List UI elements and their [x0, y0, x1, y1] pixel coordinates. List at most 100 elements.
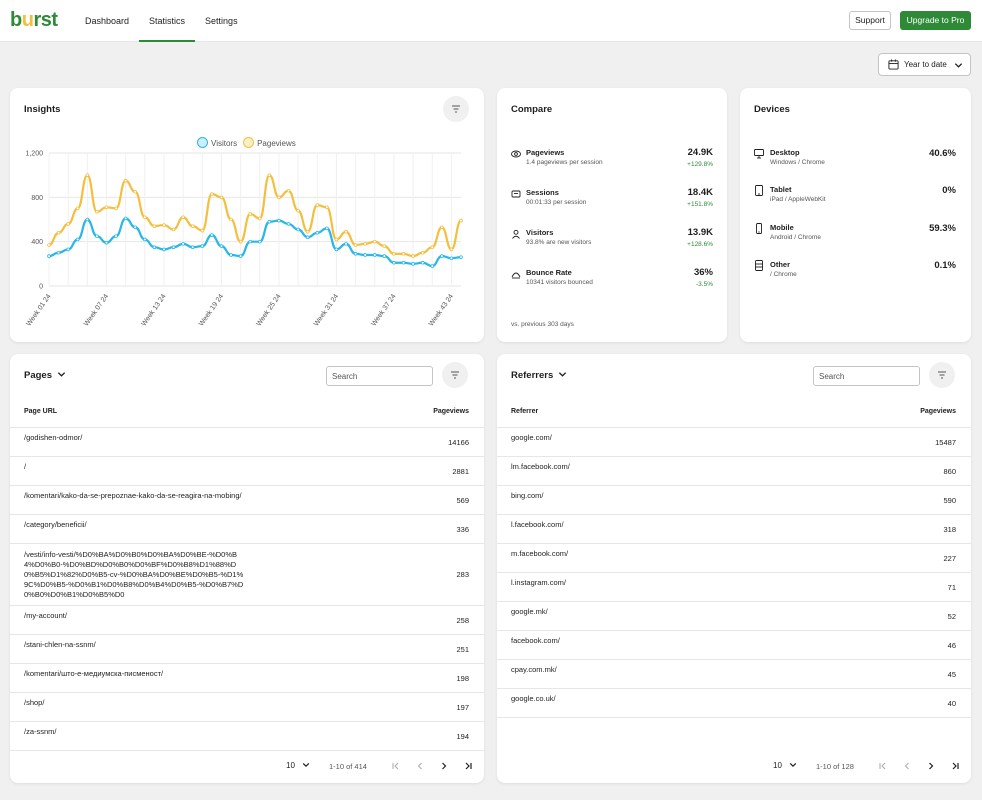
nav-statistics[interactable]: Statistics: [139, 0, 196, 42]
nav-settings[interactable]: Settings: [205, 16, 238, 26]
per-page-select[interactable]: 10: [286, 761, 310, 770]
row-url[interactable]: facebook.com/: [511, 636, 560, 645]
x-tick-label: Week 31 24: [313, 293, 340, 328]
data-point-visitors: [238, 254, 243, 258]
table-row[interactable]: google.mk/52: [497, 602, 971, 631]
nav-dashboard[interactable]: Dashboard: [85, 16, 130, 26]
next-page-icon[interactable]: [439, 761, 449, 771]
table-row[interactable]: l.instagram.com/71: [497, 573, 971, 602]
data-point-pageviews: [411, 254, 415, 258]
pages-search-input[interactable]: [326, 366, 433, 386]
data-point-pageviews: [248, 212, 253, 216]
device-value: 0.1%: [934, 260, 956, 271]
table-row[interactable]: bing.com/590: [497, 486, 971, 515]
compare-row: Visitors 93.8% are new visitors 13.9K +128.…: [511, 227, 713, 257]
row-url[interactable]: lm.facebook.com/: [511, 462, 570, 471]
pages-title[interactable]: Pages: [24, 370, 66, 381]
data-point-visitors: [440, 254, 444, 258]
last-page-icon[interactable]: [950, 761, 960, 771]
sessions-icon: [511, 190, 521, 198]
row-url[interactable]: /za-ssnm/: [24, 727, 57, 736]
table-row[interactable]: /vesti/info-vesti/%D0%BA%D0%B0%D0%BA%D0%…: [10, 544, 484, 606]
table-row[interactable]: /komentari/што-е-медиумска-писменост/198: [10, 664, 484, 693]
prev-page-icon[interactable]: [902, 761, 912, 771]
table-row[interactable]: /godishen-odmor/14166: [10, 428, 484, 457]
data-point-pageviews: [401, 252, 406, 256]
row-url[interactable]: cpay.com.mk/: [511, 665, 557, 674]
insights-card: Insights Visitors Pageviews 0 400 800 1,200…: [10, 88, 484, 342]
data-point-visitors: [229, 253, 233, 257]
last-page-icon[interactable]: [463, 761, 473, 771]
row-url[interactable]: /category/beneficii/: [24, 520, 87, 529]
data-point-visitors: [181, 242, 185, 246]
row-pageviews: 227: [943, 554, 956, 563]
data-point-pageviews: [190, 224, 195, 228]
row-url[interactable]: /komentari/kako-da-se-prepoznae-kako-da-…: [24, 491, 242, 500]
pager-range: 1-10 of 128: [816, 762, 854, 771]
row-url[interactable]: /stani-chlen-na-ssnm/: [24, 640, 96, 649]
table-row[interactable]: cpay.com.mk/45: [497, 660, 971, 689]
referrers-title[interactable]: Referrers: [511, 370, 567, 381]
table-row[interactable]: /my-account/258: [10, 606, 484, 635]
data-point-visitors: [190, 245, 195, 250]
next-page-icon[interactable]: [926, 761, 936, 771]
row-url[interactable]: l.instagram.com/: [511, 578, 567, 587]
referrers-search-input[interactable]: [813, 366, 920, 386]
device-row: Tablet iPad / AppleWebKit 0%: [754, 184, 956, 214]
upgrade-button[interactable]: Upgrade to Pro: [900, 11, 971, 30]
legend-pageviews[interactable]: Pageviews: [243, 137, 296, 148]
table-row[interactable]: lm.facebook.com/860: [497, 457, 971, 486]
col-pageviews[interactable]: Pageviews: [433, 408, 469, 415]
row-url[interactable]: /vesti/info-vesti/%D0%BA%D0%B0%D0%BA%D0%…: [24, 550, 244, 599]
referrers-filter-button[interactable]: [929, 362, 955, 388]
table-row[interactable]: /category/beneficii/336: [10, 515, 484, 544]
data-point-visitors: [257, 239, 262, 244]
table-row[interactable]: /shop/197: [10, 693, 484, 722]
row-url[interactable]: google.com/: [511, 433, 552, 442]
compare-card: Compare Pageviews 1.4 pageviews per sessi…: [497, 88, 727, 342]
table-row[interactable]: google.com/15487: [497, 428, 971, 457]
compare-title: Compare: [511, 104, 553, 115]
table-row[interactable]: l.facebook.com/318: [497, 515, 971, 544]
per-page-select[interactable]: 10: [773, 761, 797, 770]
data-point-pageviews: [219, 195, 224, 200]
table-row[interactable]: m.facebook.com/227: [497, 544, 971, 573]
devices-card: Devices Desktop Windows / Chrome 40.6% Tabl…: [740, 88, 971, 342]
row-url[interactable]: bing.com/: [511, 491, 544, 500]
row-url[interactable]: /my-account/: [24, 611, 67, 620]
table-row[interactable]: google.co.uk/40: [497, 689, 971, 718]
table-row[interactable]: /za-ssnm/194: [10, 722, 484, 751]
row-url[interactable]: l.facebook.com/: [511, 520, 564, 529]
pages-table-header: Page URL Pageviews: [10, 404, 484, 428]
prev-page-icon[interactable]: [415, 761, 425, 771]
col-referrer[interactable]: Referrer: [511, 408, 539, 415]
insights-filter-button[interactable]: [443, 96, 469, 122]
row-pageviews: 194: [456, 732, 469, 741]
table-row[interactable]: facebook.com/46: [497, 631, 971, 660]
row-url[interactable]: /godishen-odmor/: [24, 433, 83, 442]
table-row[interactable]: / 2881: [10, 457, 484, 486]
data-point-visitors: [315, 231, 320, 235]
date-range-button[interactable]: Year to date: [878, 53, 971, 76]
data-point-visitors: [353, 252, 358, 256]
burst-logo[interactable]: burst: [10, 9, 58, 31]
x-tick-label: Week 37 24: [370, 293, 397, 328]
row-pageviews: 198: [456, 674, 469, 683]
row-url[interactable]: google.co.uk/: [511, 694, 556, 703]
support-button[interactable]: Support: [849, 11, 891, 30]
table-row[interactable]: /komentari/kako-da-se-prepoznae-kako-da-…: [10, 486, 484, 515]
col-page-url[interactable]: Page URL: [24, 408, 58, 415]
row-url[interactable]: /shop/: [24, 698, 45, 707]
row-url[interactable]: m.facebook.com/: [511, 549, 569, 558]
first-page-icon[interactable]: [391, 761, 401, 771]
pages-filter-button[interactable]: [442, 362, 468, 388]
row-url[interactable]: google.mk/: [511, 607, 548, 616]
row-url[interactable]: /: [24, 462, 27, 471]
first-page-icon[interactable]: [878, 761, 888, 771]
row-url[interactable]: /komentari/што-е-медиумска-писменост/: [24, 669, 164, 678]
data-point-visitors: [305, 235, 310, 240]
table-row[interactable]: /stani-chlen-na-ssnm/251: [10, 635, 484, 664]
data-point-pageviews: [334, 237, 339, 242]
col-pageviews[interactable]: Pageviews: [920, 408, 956, 415]
legend-visitors[interactable]: Visitors: [197, 137, 237, 148]
